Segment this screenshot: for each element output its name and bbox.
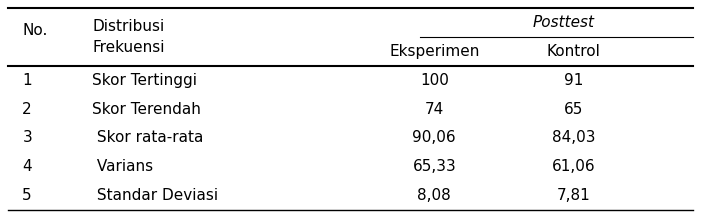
Text: 8,08: 8,08 bbox=[417, 188, 451, 203]
Text: 100: 100 bbox=[420, 73, 449, 88]
Text: Skor Terendah: Skor Terendah bbox=[92, 102, 201, 116]
Text: Varians: Varians bbox=[92, 159, 154, 174]
Text: Kontrol: Kontrol bbox=[547, 44, 601, 59]
Text: 91: 91 bbox=[564, 73, 584, 88]
Text: 2: 2 bbox=[22, 102, 32, 116]
Text: 4: 4 bbox=[22, 159, 32, 174]
Text: 61,06: 61,06 bbox=[552, 159, 596, 174]
Text: Skor rata-rata: Skor rata-rata bbox=[92, 130, 203, 145]
Text: 7,81: 7,81 bbox=[557, 188, 591, 203]
Text: 84,03: 84,03 bbox=[552, 130, 596, 145]
Text: 90,06: 90,06 bbox=[412, 130, 456, 145]
Text: 5: 5 bbox=[22, 188, 32, 203]
Text: Distribusi
Frekuensi: Distribusi Frekuensi bbox=[92, 19, 165, 55]
Text: 65,33: 65,33 bbox=[412, 159, 456, 174]
Text: Eksperimen: Eksperimen bbox=[389, 44, 479, 59]
Text: 74: 74 bbox=[425, 102, 444, 116]
Text: Skor Tertinggi: Skor Tertinggi bbox=[92, 73, 197, 88]
Text: 65: 65 bbox=[564, 102, 584, 116]
Text: Posttest: Posttest bbox=[533, 15, 594, 30]
Text: No.: No. bbox=[22, 24, 48, 38]
Text: Standar Deviasi: Standar Deviasi bbox=[92, 188, 218, 203]
Text: 3: 3 bbox=[22, 130, 32, 145]
Text: 1: 1 bbox=[22, 73, 32, 88]
